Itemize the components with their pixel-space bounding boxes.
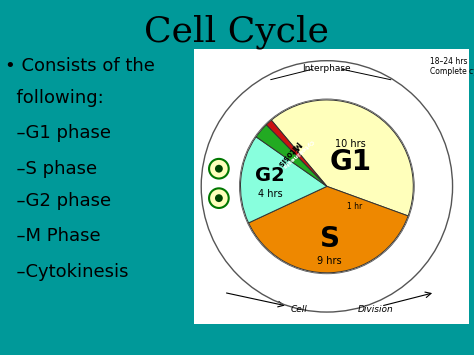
Wedge shape	[271, 100, 413, 216]
Text: Cell: Cell	[291, 305, 308, 313]
Text: 4 hrs: 4 hrs	[258, 189, 283, 199]
Circle shape	[209, 189, 228, 208]
Text: 18–24 hrs
Complete cycle: 18–24 hrs Complete cycle	[430, 57, 474, 76]
Text: 10 hrs: 10 hrs	[335, 139, 366, 149]
Text: Cell Cycle: Cell Cycle	[145, 14, 329, 49]
Text: • Consists of the: • Consists of the	[5, 57, 155, 75]
FancyBboxPatch shape	[194, 49, 469, 324]
Wedge shape	[266, 120, 327, 186]
Text: 1 hr: 1 hr	[347, 202, 362, 211]
Text: –Cytokinesis: –Cytokinesis	[5, 263, 128, 281]
Text: –M Phase: –M Phase	[5, 227, 100, 245]
Text: –S phase: –S phase	[5, 160, 97, 178]
Text: G2: G2	[255, 166, 285, 185]
Text: Division: Division	[358, 305, 394, 313]
Wedge shape	[248, 186, 408, 273]
Text: –G2 phase: –G2 phase	[5, 192, 111, 210]
Circle shape	[215, 165, 223, 173]
Text: Cytokinesis: Cytokinesis	[281, 138, 314, 169]
Text: G1: G1	[329, 148, 372, 176]
Circle shape	[209, 159, 228, 179]
Text: 9 hrs: 9 hrs	[317, 256, 342, 266]
Text: –G1 phase: –G1 phase	[5, 124, 111, 142]
Text: Mitosis: Mitosis	[274, 139, 301, 168]
Text: Interphase: Interphase	[302, 64, 351, 73]
Text: S: S	[319, 225, 339, 253]
Wedge shape	[240, 137, 327, 223]
Text: following:: following:	[5, 89, 103, 107]
Wedge shape	[256, 125, 327, 186]
Circle shape	[215, 194, 223, 202]
